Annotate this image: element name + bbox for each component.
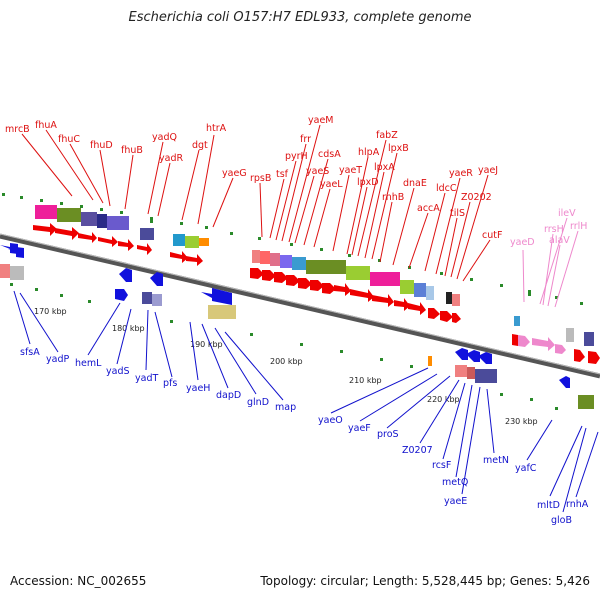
gene-label: accA: [417, 203, 440, 214]
gc-ticks: [2, 193, 583, 410]
gene-label: metQ: [442, 477, 468, 488]
gene-label: yaeO: [318, 415, 343, 426]
gene-label: Z0202: [461, 192, 492, 203]
gene-label: yadR: [159, 153, 183, 164]
gene-label: hemL: [75, 358, 102, 369]
gene-label: yadQ: [152, 132, 177, 143]
gene-label: metN: [483, 455, 509, 466]
reverse-gene-labels: sfsA yadP hemL yadS yadT pfs yaeH dapD g…: [20, 347, 589, 526]
rrna-operon: [518, 335, 566, 354]
gene-label: fhuC: [58, 134, 80, 145]
tick-label: 200 kbp: [270, 357, 303, 366]
gene-label: yaeH: [186, 383, 210, 394]
gene-label: ldcC: [436, 183, 457, 194]
gene-label: yaeT: [339, 165, 362, 176]
gene-label: mltD: [537, 500, 560, 511]
gene-label: yadT: [135, 373, 158, 384]
gene-label: dnaE: [403, 178, 427, 189]
gene-label: rnhA: [566, 499, 589, 510]
tick-label: 210 kbp: [349, 376, 382, 385]
forward-cog-blocks: [35, 205, 594, 346]
gene-label: yaeS: [306, 166, 329, 177]
gene-label: mrcB: [5, 124, 30, 135]
gene-label: tsf: [276, 169, 289, 180]
genome-summary-text: Topology: circular; Length: 5,528,445 bp…: [260, 574, 590, 588]
gene-label: frr: [300, 134, 311, 145]
gene-label: rrsH: [544, 224, 564, 235]
gene-label: rnhB: [382, 192, 404, 203]
gene-label: fhuD: [90, 140, 113, 151]
map-title: Escherichia coli O157:H7 EDL933, complet…: [128, 10, 472, 25]
gene-label: gloB: [551, 515, 572, 526]
backbone: [0, 233, 600, 379]
gene-label: yadS: [106, 366, 130, 377]
gene-label: yaeL: [320, 179, 343, 190]
gene-label: dapD: [216, 390, 241, 401]
gene-label: lpxB: [388, 143, 409, 154]
forward-leaders: [21, 124, 491, 282]
accession-text: Accession: NC_002655: [10, 574, 147, 588]
reverse-arrows: [0, 243, 570, 388]
gene-label: lpxA: [374, 162, 395, 173]
gene-label: yaeD: [510, 237, 535, 248]
gene-label: alaV: [549, 235, 570, 246]
gene-label: map: [275, 402, 296, 413]
gene-label: yaeF: [348, 423, 371, 434]
forward-arrows: [33, 223, 600, 364]
gene-label: lpxD: [357, 177, 379, 188]
gene-label: dgt: [192, 140, 208, 151]
tick-label: 180 kbp: [112, 324, 145, 333]
gene-label: tilS: [450, 208, 465, 219]
gene-label: hlpA: [358, 147, 380, 158]
gene-label: sfsA: [20, 347, 40, 358]
gene-label: yaeM: [308, 115, 334, 126]
gene-label: rrlH: [570, 221, 587, 232]
gene-label: glnD: [247, 397, 269, 408]
gene-label: cutF: [482, 230, 502, 241]
gene-label: rcsF: [432, 460, 451, 471]
gene-label: yadP: [46, 354, 69, 365]
tick-label: 230 kbp: [505, 417, 538, 426]
gene-label: htrA: [206, 123, 227, 134]
gene-label: ileV: [558, 208, 576, 219]
gene-label: pfs: [163, 378, 177, 389]
gene-label: Z0207: [402, 445, 433, 456]
rna-leaders: [522, 217, 579, 308]
gene-label: fabZ: [376, 130, 398, 141]
gene-label: proS: [377, 429, 399, 440]
gene-label: yaeR: [449, 168, 473, 179]
rna-gene-labels: yaeD ileV rrsH alaV rrlH: [510, 208, 587, 248]
gene-label: yafC: [515, 463, 537, 474]
coordinate-ticks: 170 kbp 180 kbp 190 kbp 200 kbp 210 kbp …: [34, 307, 538, 426]
gene-label: yaeE: [444, 496, 467, 507]
gene-label: rpsB: [250, 173, 271, 184]
forward-gene-labels: mrcB fhuA fhuC fhuD fhuB yadQ yadR dgt h…: [5, 115, 502, 241]
reverse-cog-blocks: [0, 264, 594, 409]
gene-label: fhuB: [121, 145, 143, 156]
tick-label: 190 kbp: [190, 340, 223, 349]
gene-label: yaeJ: [478, 165, 498, 176]
tick-label: 170 kbp: [34, 307, 67, 316]
reverse-leaders: [13, 290, 599, 513]
gene-label: pyrH: [285, 151, 308, 162]
tick-label: 220 kbp: [427, 395, 460, 404]
gene-label: cdsA: [318, 149, 341, 160]
gene-label: yaeG: [222, 168, 247, 179]
gene-label: fhuA: [35, 120, 57, 131]
